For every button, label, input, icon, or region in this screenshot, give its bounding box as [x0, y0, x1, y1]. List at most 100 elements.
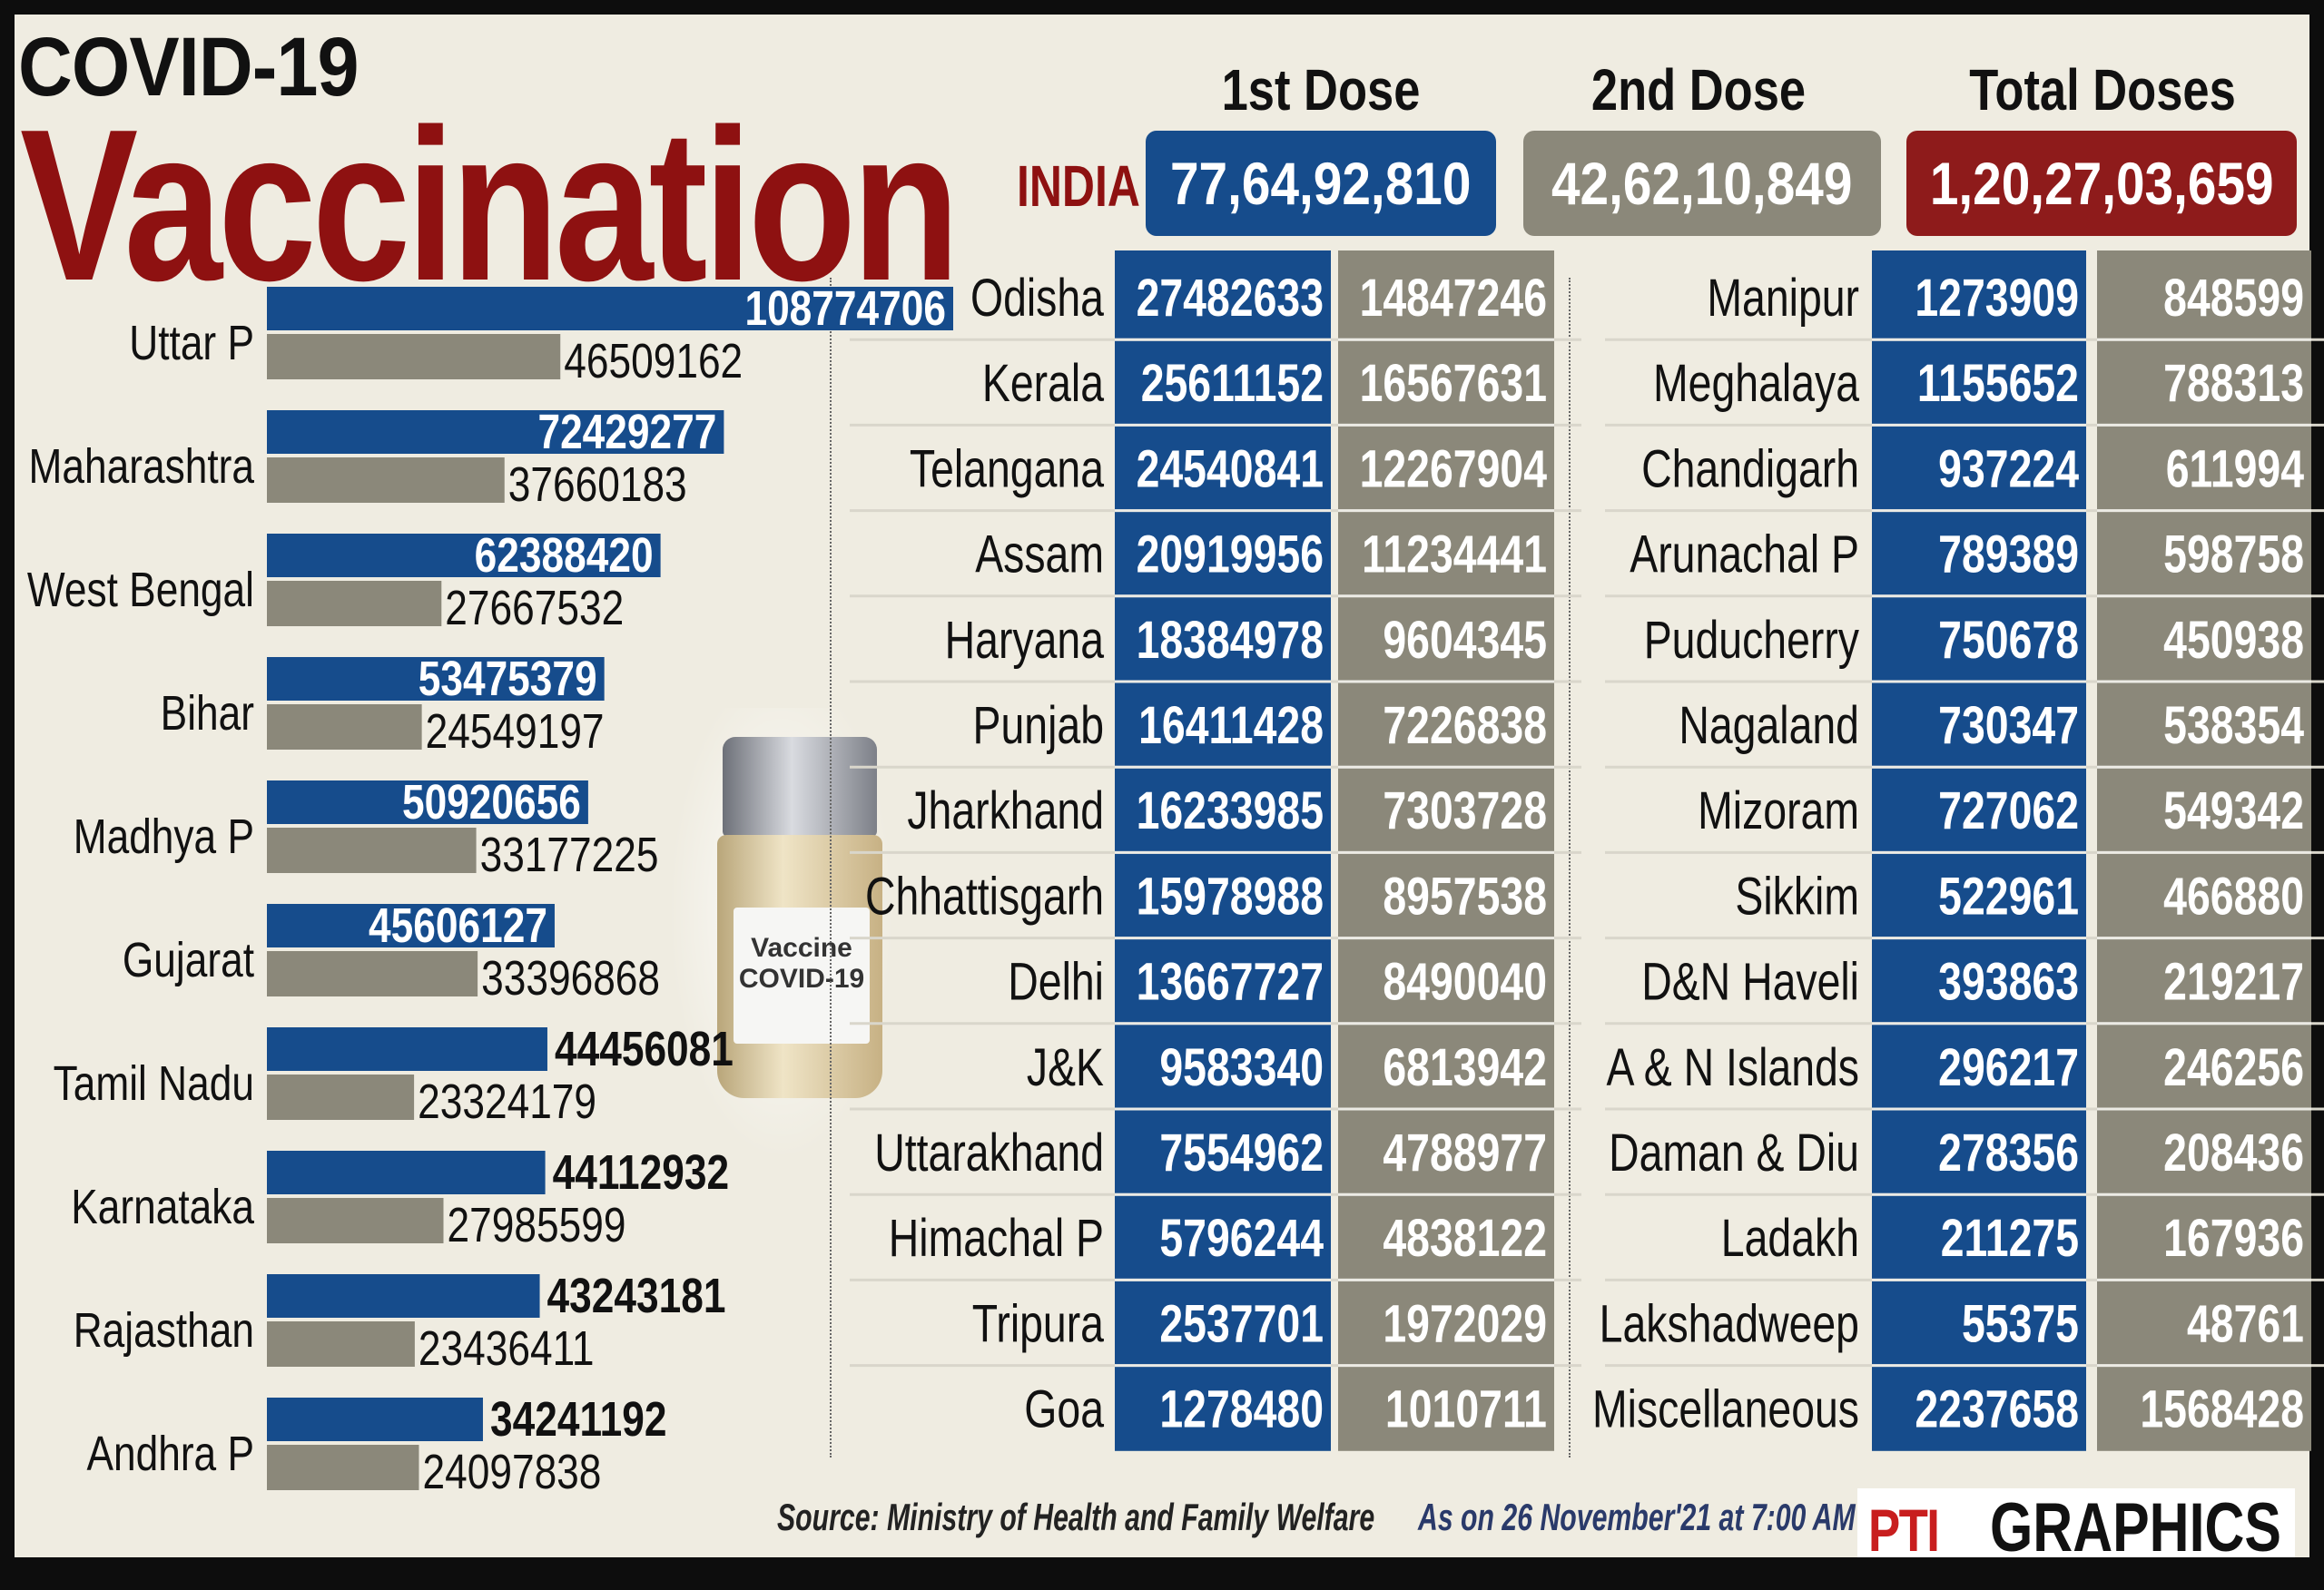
state-label-group: Goa [1024, 1380, 1104, 1439]
first-dose-cell-group: 727062 [1938, 781, 2079, 840]
bar-first-dose [267, 1027, 547, 1071]
second-dose-cell: 8490040 [1383, 953, 1547, 1012]
second-dose-cell: 848599 [2163, 269, 2304, 328]
first-dose-value: 44456081 [555, 1022, 734, 1076]
bar-second-dose [267, 1321, 415, 1367]
second-dose-cell: 6813942 [1383, 1038, 1547, 1097]
first-dose-cell-group: 750678 [1938, 611, 2079, 670]
second-dose-value-group: 37660183 [508, 457, 687, 512]
second-dose-cell: 788313 [2163, 354, 2304, 413]
first-dose-cell-group: 27482633 [1137, 269, 1324, 328]
state-label-group: Telangana [910, 439, 1105, 498]
state-label-group: Himachal P [889, 1209, 1104, 1268]
second-dose-value-group: 33396868 [481, 951, 660, 1006]
second-dose-cell-group: 538354 [2163, 696, 2304, 755]
state-label: West Bengal [27, 563, 254, 617]
state-label: Jharkhand [907, 781, 1104, 840]
second-dose-cell-group: 6813942 [1383, 1038, 1547, 1097]
second-dose-cell-group: 549342 [2163, 781, 2304, 840]
second-dose-cell-group: 7226838 [1383, 696, 1547, 755]
state-label: Manipur [1707, 269, 1859, 328]
first-dose-value-group: 44456081 [555, 1022, 734, 1076]
vial-label-line2: COVID-19 [738, 964, 865, 994]
second-dose-cell-group: 219217 [2163, 953, 2304, 1012]
state-label: Puducherry [1644, 611, 1860, 670]
india-first-dose-box: 77,64,92,810 [1146, 131, 1496, 236]
first-dose-cell: 1273909 [1915, 269, 2079, 328]
state-label: Maharashtra [29, 439, 255, 494]
first-dose-column [1115, 250, 1331, 1451]
second-dose-cell-group: 848599 [2163, 269, 2304, 328]
second-dose-cell-group: 11234441 [1362, 525, 1547, 584]
second-dose-value-group: 23436411 [419, 1321, 595, 1376]
india-label: INDIA [1017, 153, 1140, 219]
second-dose-cell: 16567631 [1360, 354, 1547, 413]
india-total-doses-value: 1,20,27,03,659 [1929, 150, 2274, 217]
first-dose-value: 62388420 [475, 528, 654, 583]
state-label: Bihar [161, 686, 254, 741]
bar-first-dose [267, 1151, 546, 1194]
india-second-dose-value: 42,62,10,849 [1551, 150, 1853, 217]
state-label: Chhattisgarh [865, 867, 1104, 926]
second-dose-cell-group: 598758 [2163, 525, 2304, 584]
state-label-group: Delhi [1008, 953, 1104, 1012]
first-dose-cell: 16233985 [1137, 781, 1324, 840]
state-label: Gujarat [123, 933, 254, 987]
first-dose-cell-group: 2537701 [1159, 1294, 1324, 1353]
second-dose-cell-group: 208436 [2163, 1124, 2304, 1183]
state-label-group: Mizoram [1698, 781, 1859, 840]
second-dose-cell: 1972029 [1383, 1294, 1547, 1353]
first-dose-cell: 393863 [1938, 953, 2079, 1012]
second-dose-value-group: 27985599 [448, 1198, 626, 1252]
second-dose-cell-group: 7303728 [1383, 781, 1547, 840]
bar-second-dose [267, 581, 442, 626]
second-dose-cell: 12267904 [1360, 439, 1547, 498]
second-dose-cell: 466880 [2163, 867, 2304, 926]
state-label: Uttarakhand [874, 1124, 1104, 1183]
second-dose-cell: 208436 [2163, 1124, 2304, 1183]
second-dose-value-group: 24549197 [426, 704, 605, 759]
state-label-group: Sikkim [1735, 867, 1859, 926]
first-dose-value: 50920656 [402, 775, 581, 829]
second-dose-cell: 246256 [2163, 1038, 2304, 1097]
first-dose-cell: 9583340 [1159, 1038, 1324, 1097]
state-label: Arunachal P [1630, 525, 1859, 584]
second-dose-cell: 598758 [2163, 525, 2304, 584]
state-label-group: Puducherry [1644, 611, 1860, 670]
first-dose-cell-group: 1273909 [1915, 269, 2079, 328]
state-label: Meghalaya [1653, 354, 1860, 413]
state-label: Daman & Diu [1609, 1124, 1859, 1183]
title-line1: COVID-19 [18, 21, 359, 113]
second-dose-cell: 4838122 [1383, 1209, 1547, 1268]
second-dose-value: 33396868 [481, 951, 660, 1006]
state-label: Goa [1024, 1380, 1104, 1439]
first-dose-cell: 522961 [1938, 867, 2079, 926]
first-dose-cell: 20919956 [1137, 525, 1324, 584]
state-label-group: Karnataka [71, 1180, 254, 1234]
first-dose-value: 44112932 [553, 1145, 729, 1200]
first-dose-cell: 24540841 [1137, 439, 1324, 498]
first-dose-cell-group: 13667727 [1137, 953, 1324, 1012]
state-label-group: Bihar [161, 686, 254, 741]
first-dose-cell: 18384978 [1137, 611, 1324, 670]
state-label: Tamil Nadu [54, 1056, 254, 1111]
state-label: Ladakh [1721, 1209, 1859, 1268]
state-label-group: Lakshadweep [1600, 1294, 1859, 1353]
second-dose-value-group: 33177225 [480, 828, 659, 882]
brand-text: GRAPHICS [1990, 1489, 2281, 1566]
first-dose-cell-group: 18384978 [1137, 611, 1324, 670]
first-dose-value-group: 72429277 [537, 405, 716, 459]
bar-second-dose [267, 828, 477, 873]
second-dose-cell-group: 1010711 [1385, 1380, 1547, 1439]
bar-second-dose [267, 457, 505, 503]
first-dose-cell-group: 2237658 [1915, 1380, 2079, 1439]
state-label: D&N Haveli [1641, 953, 1859, 1012]
state-label-group: Gujarat [123, 933, 254, 987]
source-note: Source: Ministry of Health and Family We… [777, 1496, 1375, 1538]
first-dose-cell: 2537701 [1159, 1294, 1324, 1353]
second-dose-cell: 7226838 [1383, 696, 1547, 755]
second-dose-cell: 1010711 [1385, 1380, 1547, 1439]
state-label: Telangana [910, 439, 1105, 498]
second-dose-value-group: 24097838 [422, 1445, 601, 1499]
